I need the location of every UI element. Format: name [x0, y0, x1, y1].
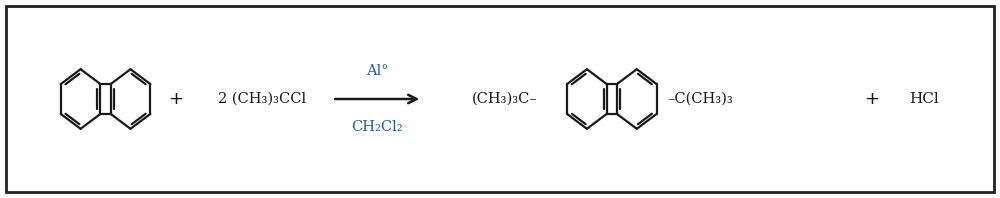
- Text: Al°: Al°: [366, 64, 388, 78]
- Text: +: +: [168, 90, 183, 108]
- Text: 2 (CH₃)₃CCl: 2 (CH₃)₃CCl: [218, 92, 306, 106]
- Text: (CH₃)₃C–: (CH₃)₃C–: [472, 92, 538, 106]
- Text: –C(CH₃)₃: –C(CH₃)₃: [668, 92, 734, 106]
- Text: +: +: [864, 90, 879, 108]
- Text: HCl: HCl: [910, 92, 939, 106]
- Text: CH₂Cl₂: CH₂Cl₂: [351, 120, 403, 134]
